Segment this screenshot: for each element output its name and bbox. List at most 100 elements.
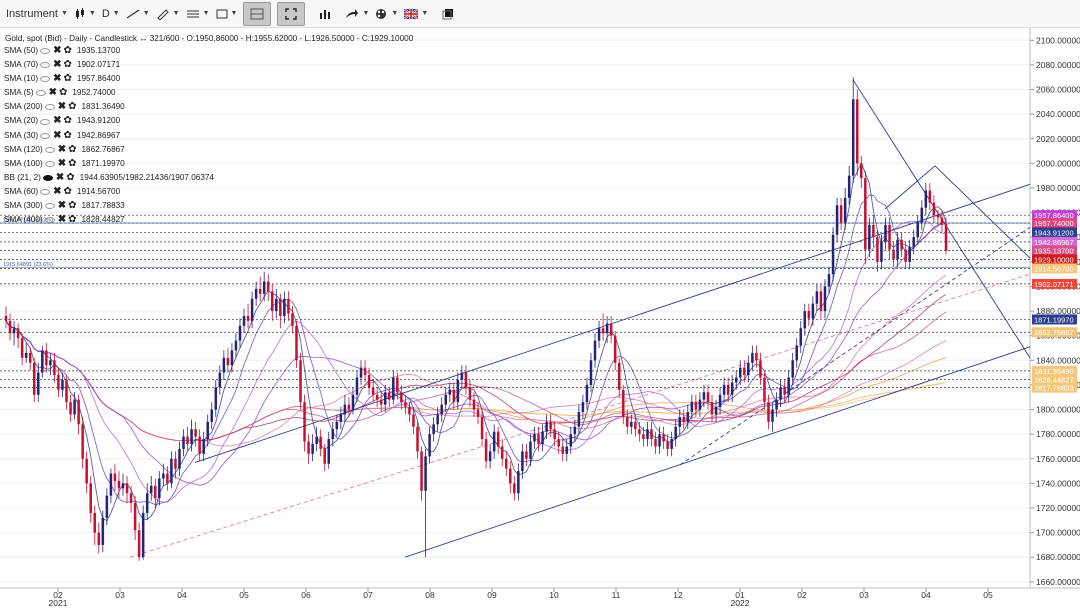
candle-body bbox=[194, 429, 197, 437]
candle-body bbox=[658, 434, 661, 447]
moving-average-line bbox=[5, 220, 947, 503]
gear-icon[interactable]: ✿ bbox=[66, 171, 75, 183]
candle-body bbox=[174, 458, 177, 469]
close-icon[interactable]: ✖ bbox=[53, 115, 62, 127]
candle-body bbox=[908, 247, 911, 262]
close-icon[interactable]: ✖ bbox=[57, 143, 67, 155]
close-icon[interactable]: ✖ bbox=[53, 185, 62, 197]
color-picker-button[interactable] bbox=[434, 2, 462, 26]
shapes-menu[interactable]: ▼ bbox=[216, 1, 237, 27]
candlestick-icon bbox=[75, 7, 84, 19]
eye-icon[interactable] bbox=[42, 174, 53, 181]
close-icon[interactable]: ✖ bbox=[53, 73, 62, 85]
gear-icon[interactable]: ✿ bbox=[63, 129, 72, 141]
candle-body bbox=[367, 375, 371, 388]
gear-icon[interactable]: ✿ bbox=[63, 115, 72, 127]
line-tools-menu[interactable]: ▼ bbox=[126, 1, 150, 27]
candle-body bbox=[73, 399, 76, 415]
candle-body bbox=[864, 178, 867, 250]
eye-icon[interactable] bbox=[44, 104, 55, 111]
eye-icon[interactable] bbox=[40, 118, 51, 125]
candle-body bbox=[307, 441, 310, 454]
candle-body bbox=[371, 387, 375, 395]
gear-icon[interactable]: ✿ bbox=[68, 200, 77, 212]
indicator-value: 1831.36490 bbox=[81, 102, 125, 112]
gear-icon[interactable]: ✿ bbox=[68, 214, 77, 226]
share-menu[interactable]: ▼ bbox=[345, 1, 369, 27]
gear-icon[interactable]: ✿ bbox=[63, 73, 72, 85]
candle-body bbox=[694, 402, 698, 410]
candle-body bbox=[65, 380, 68, 403]
color-menu[interactable]: ▼ bbox=[375, 1, 398, 27]
candle-body bbox=[799, 328, 803, 346]
gear-icon[interactable]: ✿ bbox=[63, 45, 72, 56]
candle-body bbox=[400, 392, 403, 403]
gear-icon[interactable]: ✿ bbox=[68, 101, 77, 113]
candle-body bbox=[186, 436, 189, 444]
language-menu[interactable]: ▼ bbox=[404, 1, 428, 27]
price-badge-label: 1957.86400 bbox=[1034, 211, 1074, 220]
close-icon[interactable]: ✖ bbox=[57, 157, 67, 169]
eye-icon[interactable] bbox=[44, 146, 55, 153]
moving-average-line bbox=[5, 275, 947, 447]
close-icon[interactable]: ✖ bbox=[48, 87, 57, 99]
close-icon[interactable]: ✖ bbox=[57, 200, 67, 212]
candle-body bbox=[722, 384, 726, 395]
indicator-row: SMA (200) ✖ ✿ 1831.36490 bbox=[4, 100, 214, 114]
close-icon[interactable]: ✖ bbox=[53, 59, 62, 71]
gear-icon[interactable]: ✿ bbox=[68, 157, 77, 169]
close-icon[interactable]: ✖ bbox=[55, 171, 65, 183]
candle-body bbox=[440, 404, 443, 415]
candle-body bbox=[137, 530, 141, 558]
chart-type-menu[interactable]: ▼ bbox=[74, 1, 96, 27]
candle-body bbox=[392, 377, 395, 400]
eye-icon[interactable] bbox=[35, 90, 46, 97]
candle-body bbox=[141, 512, 145, 558]
close-icon[interactable]: ✖ bbox=[53, 45, 62, 56]
close-icon[interactable]: ✖ bbox=[53, 129, 62, 141]
candle-body bbox=[456, 380, 460, 403]
eye-icon[interactable] bbox=[44, 160, 55, 167]
trend-line bbox=[404, 346, 1031, 558]
eye-icon[interactable] bbox=[44, 203, 55, 210]
candle-body bbox=[932, 202, 936, 216]
price-badge bbox=[1032, 236, 1077, 247]
eye-icon[interactable] bbox=[40, 188, 51, 195]
eye-icon[interactable] bbox=[44, 217, 55, 224]
horizontal-lines-toggle[interactable] bbox=[243, 1, 272, 26]
candle-body bbox=[379, 399, 383, 405]
fibonacci-tools-menu[interactable]: ▼ bbox=[186, 1, 210, 27]
candle-body bbox=[32, 362, 36, 395]
candle-body bbox=[97, 532, 101, 545]
chevron-down-icon: ▼ bbox=[362, 10, 370, 17]
close-icon[interactable]: ✖ bbox=[57, 101, 67, 113]
gear-icon[interactable]: ✿ bbox=[58, 87, 68, 99]
instrument-menu[interactable]: Instrument ▼ bbox=[6, 1, 68, 27]
instrument-info-line: Gold, spot (Bid) - Daily - Candlestick ↔… bbox=[5, 34, 414, 43]
indicator-value: 1862.76867 bbox=[81, 144, 125, 154]
eye-icon[interactable] bbox=[40, 62, 51, 69]
gear-icon[interactable]: ✿ bbox=[63, 185, 72, 197]
candle-body bbox=[803, 311, 807, 329]
indicators-button[interactable] bbox=[311, 2, 339, 26]
gear-icon[interactable]: ✿ bbox=[63, 59, 72, 71]
gear-icon[interactable]: ✿ bbox=[68, 143, 77, 155]
drawing-tools-menu[interactable]: ▼ bbox=[156, 1, 180, 27]
candle-body bbox=[166, 473, 169, 484]
candle-body bbox=[37, 372, 40, 395]
close-icon[interactable]: ✖ bbox=[57, 214, 67, 226]
fullscreen-toggle[interactable] bbox=[277, 1, 306, 26]
eye-icon[interactable] bbox=[40, 48, 51, 55]
eye-icon[interactable] bbox=[40, 132, 51, 139]
candle-body bbox=[662, 434, 665, 442]
eye-icon[interactable] bbox=[40, 76, 51, 83]
chevron-down-icon: ▼ bbox=[391, 10, 399, 17]
period-menu[interactable]: D ▼ bbox=[102, 1, 120, 27]
